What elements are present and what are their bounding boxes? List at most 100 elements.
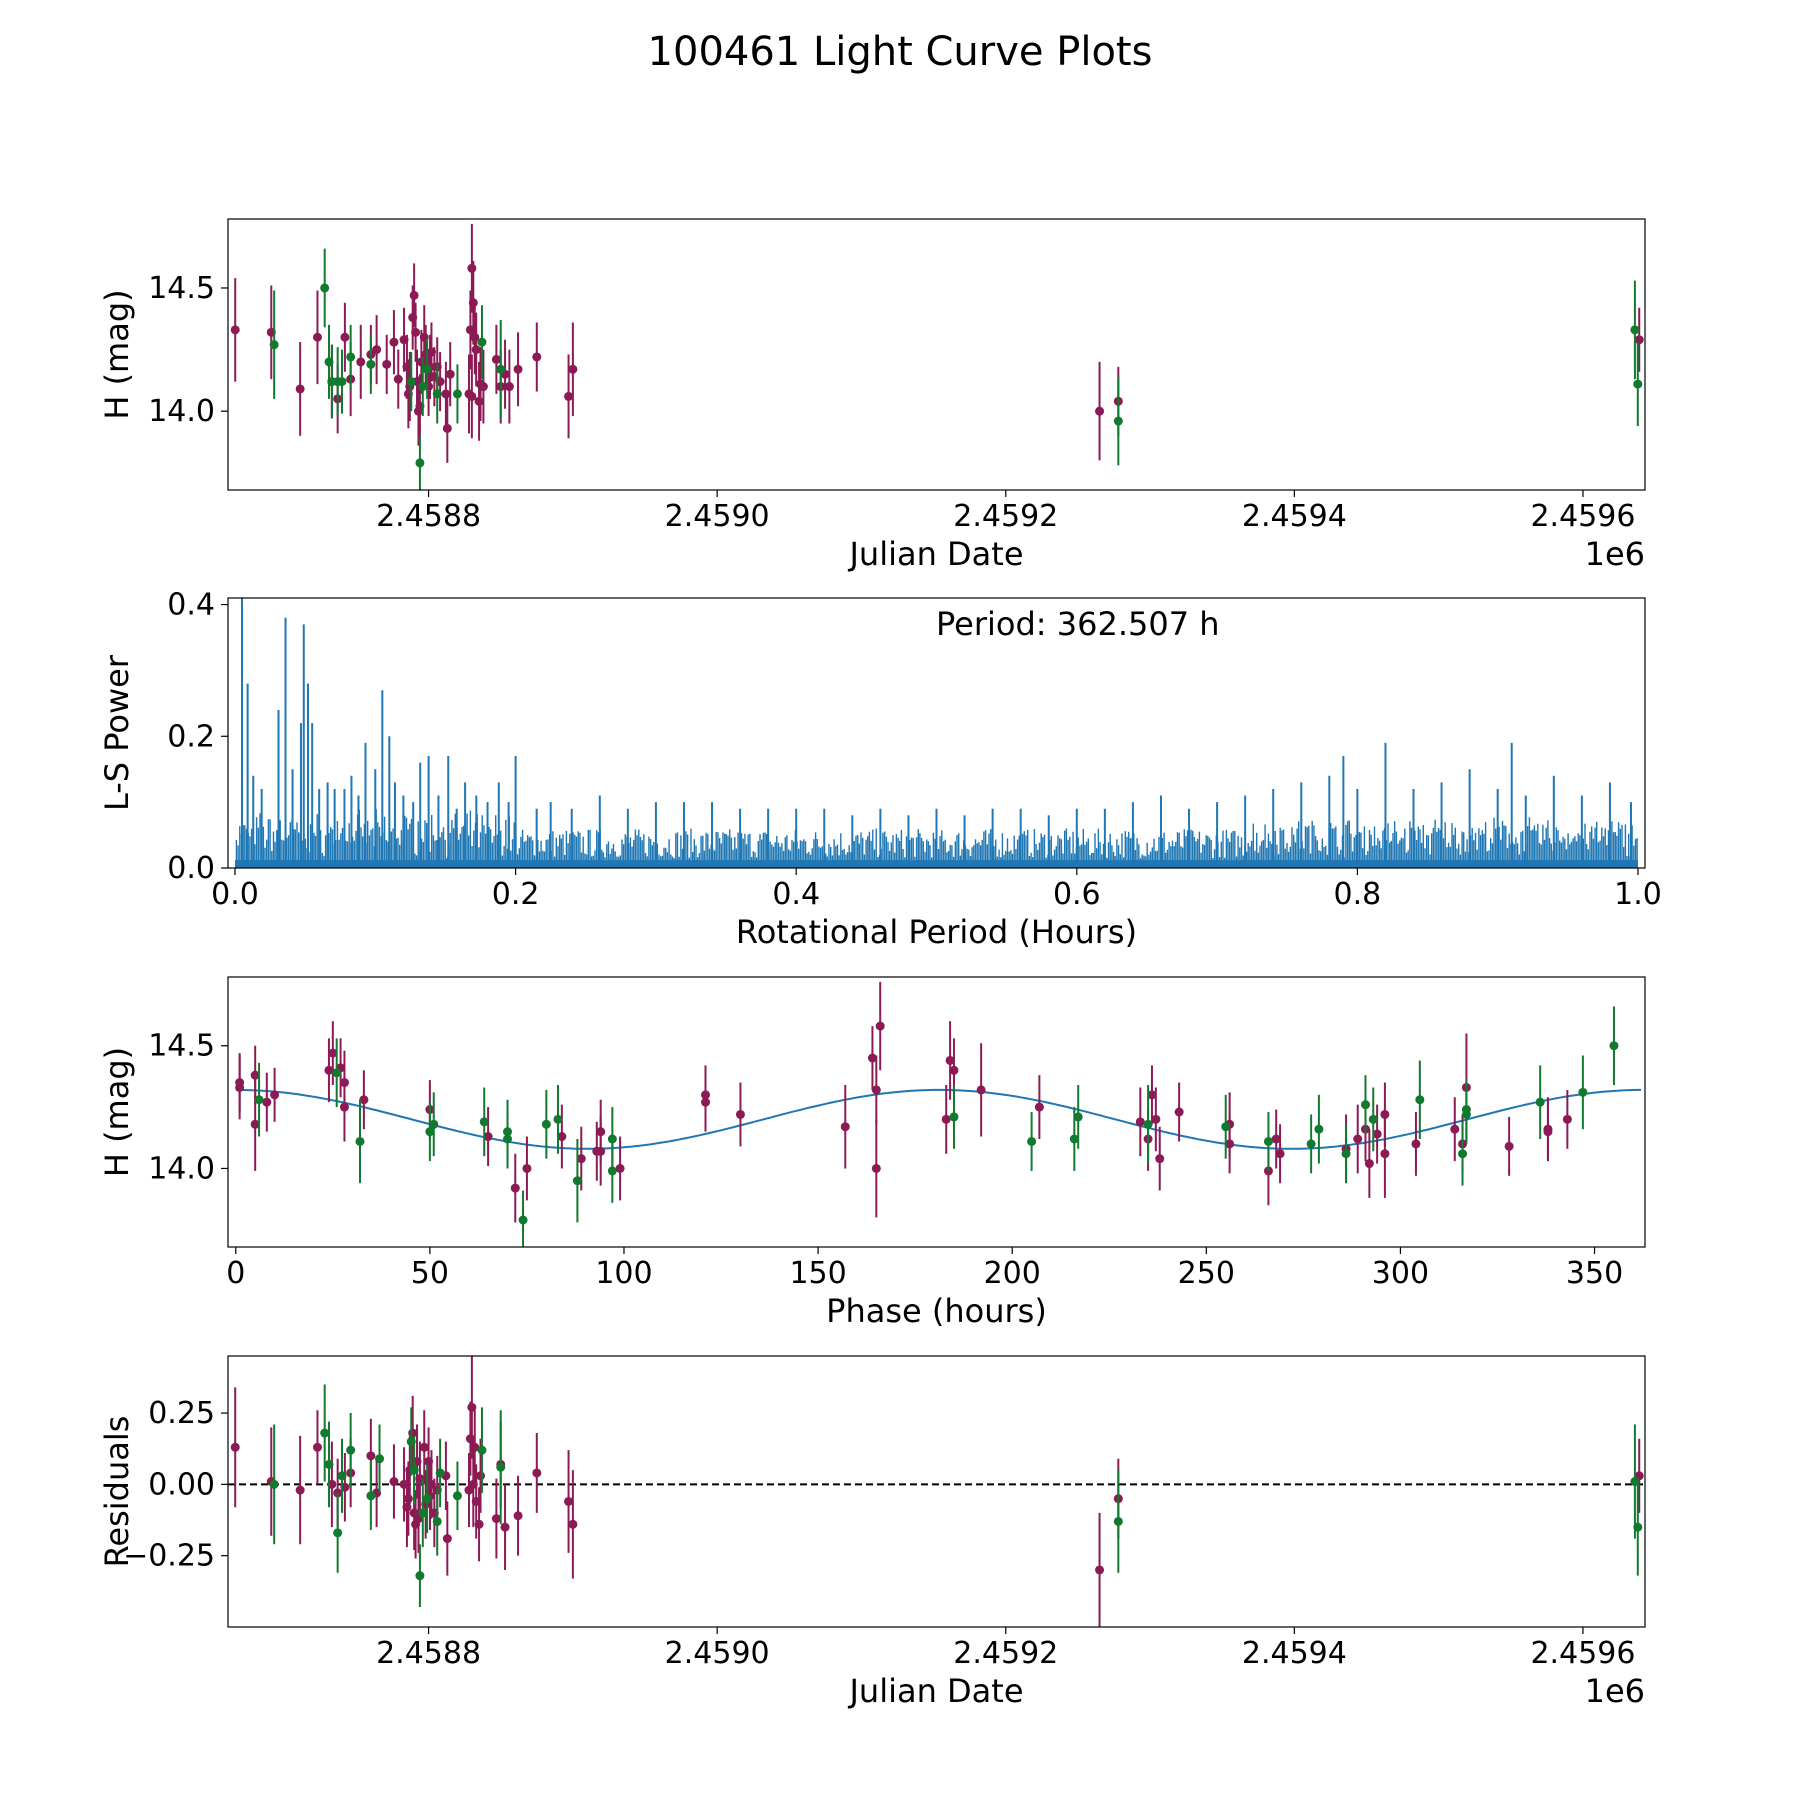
data-point-green: [518, 1215, 528, 1225]
data-point-purple: [442, 423, 452, 433]
data-point-green: [452, 389, 462, 399]
data-point-purple: [1271, 1134, 1281, 1144]
data-point-purple: [568, 1519, 578, 1529]
periodogram-noise: [235, 809, 1638, 868]
data-point-green: [949, 1112, 959, 1122]
data-point-green: [1578, 1087, 1588, 1097]
x-offset-label: 1e6: [1585, 1672, 1645, 1710]
x-tick-label: 50: [411, 1256, 449, 1291]
data-point-green: [415, 458, 425, 468]
x-tick-label: 200: [984, 1256, 1041, 1291]
y-tick-label: 0.25: [148, 1396, 215, 1431]
data-point-green: [1461, 1109, 1471, 1119]
data-point-purple: [949, 1065, 959, 1075]
data-point-purple: [510, 1183, 520, 1193]
data-point-purple: [1151, 1114, 1161, 1124]
data-point-purple: [476, 1471, 486, 1481]
data-point-green: [477, 1445, 487, 1455]
data-point-purple: [230, 325, 240, 335]
y-tick-label: 14.5: [148, 271, 215, 306]
x-tick-label: 0: [226, 1256, 245, 1291]
data-point-green: [1027, 1136, 1037, 1146]
x-tick-label: 1.0: [1614, 877, 1662, 912]
data-point-purple: [532, 1468, 542, 1478]
data-point-purple: [564, 1496, 574, 1506]
data-point-purple: [389, 337, 399, 347]
data-point-purple: [235, 1082, 245, 1092]
data-point-purple: [875, 1021, 885, 1031]
data-point-green: [269, 340, 279, 350]
data-point-purple: [941, 1114, 951, 1124]
figure-title: 100461 Light Curve Plots: [648, 29, 1153, 75]
y-tick-label: 0.00: [148, 1467, 215, 1502]
x-tick-label: 350: [1566, 1256, 1623, 1291]
data-point-purple: [250, 1070, 260, 1080]
data-point-purple: [366, 1451, 376, 1461]
data-point-purple: [339, 1102, 349, 1112]
y-axis-label: Residuals: [98, 1416, 136, 1568]
plot-area: [228, 1356, 1645, 1627]
data-point-purple: [557, 1132, 567, 1142]
data-point-purple: [445, 369, 455, 379]
data-point-green: [432, 389, 442, 399]
axes-frame: [227, 218, 1646, 491]
data-point-purple: [356, 357, 366, 367]
data-point-green: [1360, 1100, 1370, 1110]
data-point-green: [432, 1516, 442, 1526]
data-point-green: [479, 1117, 489, 1127]
y-tick-label: 0.0: [167, 851, 215, 886]
data-point-green: [553, 1114, 563, 1124]
data-point-purple: [468, 298, 478, 308]
data-point-green: [355, 1136, 365, 1146]
data-point-purple: [1147, 1090, 1157, 1100]
period-annotation: Period: 362.507 h: [936, 605, 1220, 643]
data-point-purple: [1411, 1139, 1421, 1149]
data-point-green: [422, 364, 432, 374]
data-point-purple: [1364, 1159, 1374, 1169]
data-point-purple: [324, 1065, 334, 1075]
x-axis-label: Phase (hours): [826, 1292, 1047, 1330]
data-point-purple: [568, 364, 578, 374]
data-point-green: [1458, 1149, 1468, 1159]
x-tick-label: 2.4590: [665, 499, 770, 534]
data-point-purple: [1095, 406, 1105, 416]
data-point-purple: [1380, 1109, 1390, 1119]
data-point-green: [409, 1465, 419, 1475]
x-tick-label: 2.4594: [1242, 499, 1347, 534]
data-point-green: [425, 1127, 435, 1137]
data-point-green: [1306, 1139, 1316, 1149]
y-tick-label: 14.0: [148, 1151, 215, 1186]
data-point-green: [366, 359, 376, 369]
data-point-purple: [491, 1514, 501, 1524]
data-point-green: [333, 1528, 343, 1538]
data-point-green: [1073, 1112, 1083, 1122]
axes-frame: [227, 976, 1646, 1248]
data-point-purple: [871, 1163, 881, 1173]
x-tick-label: 150: [789, 1256, 846, 1291]
data-point-purple: [312, 1442, 322, 1452]
data-point-green: [1609, 1041, 1619, 1051]
data-point-purple: [442, 1534, 452, 1544]
data-point-purple: [409, 290, 419, 300]
x-tick-label: 2.4594: [1242, 1636, 1347, 1671]
data-point-purple: [1135, 1117, 1145, 1127]
x-tick-label: 2.4596: [1530, 499, 1635, 534]
data-point-purple: [419, 1442, 429, 1452]
data-point-green: [337, 377, 347, 387]
data-point-green: [1314, 1124, 1324, 1134]
data-point-purple: [564, 391, 574, 401]
data-point-purple: [389, 1477, 399, 1487]
x-tick-label: 0.0: [211, 877, 259, 912]
data-point-purple: [411, 327, 421, 337]
data-point-purple: [1034, 1102, 1044, 1112]
data-point-green: [332, 1068, 342, 1078]
x-tick-label: 2.4592: [953, 1636, 1058, 1671]
panel-phased-curve: 0 50 100 150 200 250 300 350 14.0 14.5 Phase (hour…: [98, 976, 1646, 1330]
panel-light-curve: 2.4588 2.4590 2.4592 2.4594 2.4596 14.0 14.5 Ju…: [98, 218, 1646, 573]
data-point-green: [1143, 1119, 1153, 1129]
plot-area: [235, 598, 1638, 868]
data-point-purple: [328, 1048, 338, 1058]
data-point-green: [324, 1459, 334, 1469]
